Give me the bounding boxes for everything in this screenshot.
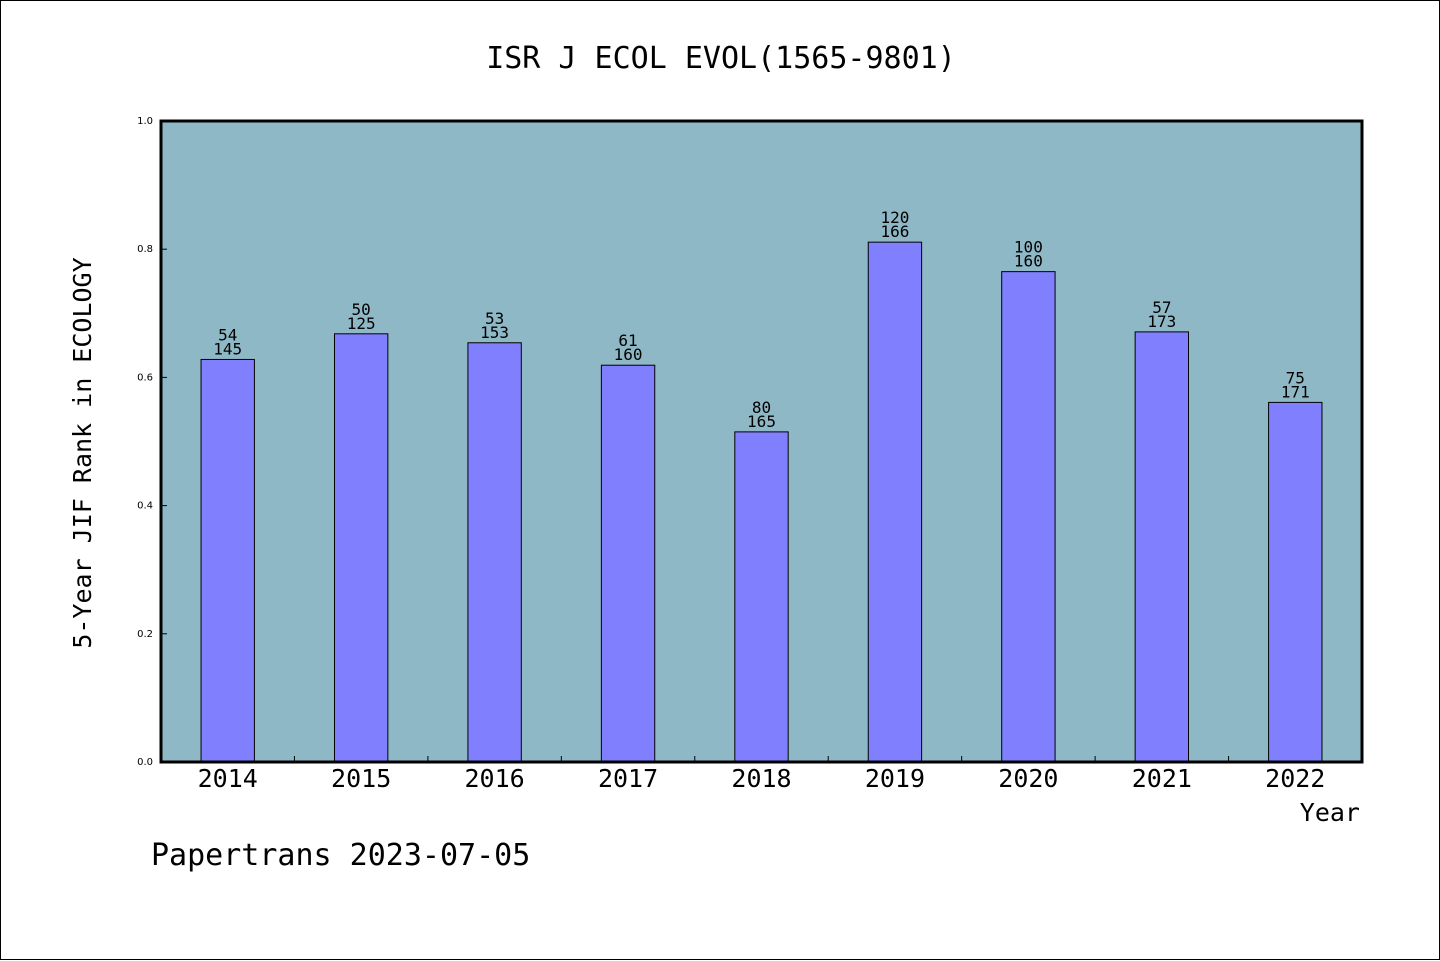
y-tick-0.4: 0.4 <box>137 501 153 512</box>
rank-label-2018: 80 <box>752 398 771 417</box>
x-tick-2021: 2021 <box>1132 764 1192 793</box>
bar-2015 <box>333 333 389 763</box>
x-tick-2020: 2020 <box>998 764 1058 793</box>
footer-credit: Papertrans 2023-07-05 <box>151 838 530 873</box>
bars <box>200 241 1323 763</box>
rank-label-2021: 57 <box>1152 298 1171 317</box>
bar-2017 <box>600 364 656 763</box>
rank-label-2020: 100 <box>1014 238 1043 257</box>
x-tick-2022: 2022 <box>1265 764 1325 793</box>
total-label-2017: 160 <box>614 345 643 364</box>
x-tick-2017: 2017 <box>598 764 658 793</box>
x-axis-label: Year <box>1300 798 1360 827</box>
x-tick-2018: 2018 <box>731 764 791 793</box>
total-label-2021: 173 <box>1147 312 1176 331</box>
x-tick-2019: 2019 <box>865 764 925 793</box>
bar-2020 <box>1001 271 1056 763</box>
rank-label-2014: 54 <box>218 325 237 344</box>
bar-2016 <box>467 342 522 763</box>
x-tick-2016: 2016 <box>465 764 525 793</box>
total-label-2016: 153 <box>480 323 509 342</box>
bar-2022 <box>1268 401 1323 763</box>
y-tick-0.2: 0.2 <box>137 629 153 640</box>
y-tick-1.0: 1.0 <box>137 116 153 127</box>
bar-2018 <box>734 431 789 763</box>
total-label-2014: 145 <box>213 339 242 358</box>
rank-label-2019: 120 <box>880 208 909 227</box>
x-tick-2015: 2015 <box>331 764 391 793</box>
y-tick-0.6: 0.6 <box>137 372 153 383</box>
total-label-2018: 165 <box>747 412 776 431</box>
bar-2019 <box>867 241 923 763</box>
chart-title: ISR J ECOL EVOL(1565-9801) <box>486 41 956 76</box>
total-label-2022: 171 <box>1281 382 1310 401</box>
rank-label-2016: 53 <box>485 309 504 328</box>
total-label-2020: 160 <box>1014 252 1043 271</box>
rank-label-2015: 50 <box>352 300 371 319</box>
y-axis-label: 5-Year JIF Rank in ECOLOGY <box>68 257 97 648</box>
plot-border <box>159 119 1364 764</box>
x-axis: 2014 2015 2016 2017 2018 2019 2020 2021 2022 <box>198 756 1325 793</box>
total-label-2015: 125 <box>347 314 376 333</box>
bar-2021 <box>1134 331 1190 763</box>
rank-label-2022: 75 <box>1286 368 1305 387</box>
x-tick-2014: 2014 <box>198 764 258 793</box>
y-tick-0.8: 0.8 <box>137 244 153 255</box>
rank-label-2017: 61 <box>618 331 637 350</box>
total-label-2019: 166 <box>880 222 909 241</box>
y-tick-0.0: 0.0 <box>137 757 153 768</box>
bar-2014 <box>200 358 255 763</box>
